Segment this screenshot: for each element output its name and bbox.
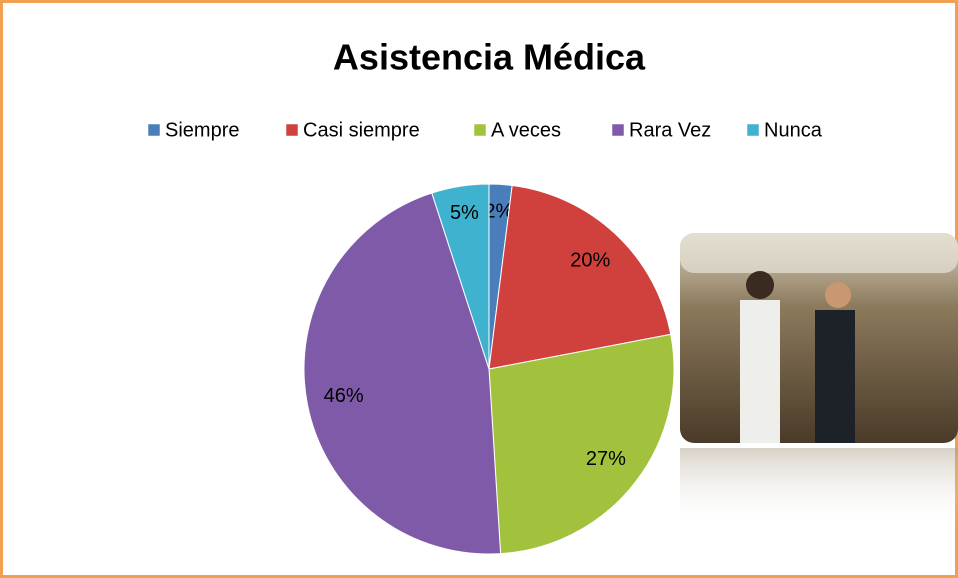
legend-label: Rara Vez [629,119,711,141]
legend-label: Siempre [165,119,239,141]
legend-label: Casi siempre [303,119,420,141]
legend-marker [747,124,759,136]
chart-title: Asistencia Médica [333,37,646,78]
legend-label: Nunca [764,119,823,141]
photo [680,233,958,528]
legend-marker [612,124,624,136]
data-label: 46% [324,385,364,407]
data-label: 20% [570,249,610,271]
page: {"chart_data": {"type": "pie", "title": … [0,0,958,578]
legend-marker [286,124,298,136]
legend-marker [148,124,160,136]
data-label: 27% [586,448,626,470]
chart: Asistencia Médica 2%20%27%46%5% SiempreC… [0,0,958,578]
legend-label: A veces [491,119,561,141]
data-label: 5% [450,202,479,224]
legend-marker [474,124,486,136]
